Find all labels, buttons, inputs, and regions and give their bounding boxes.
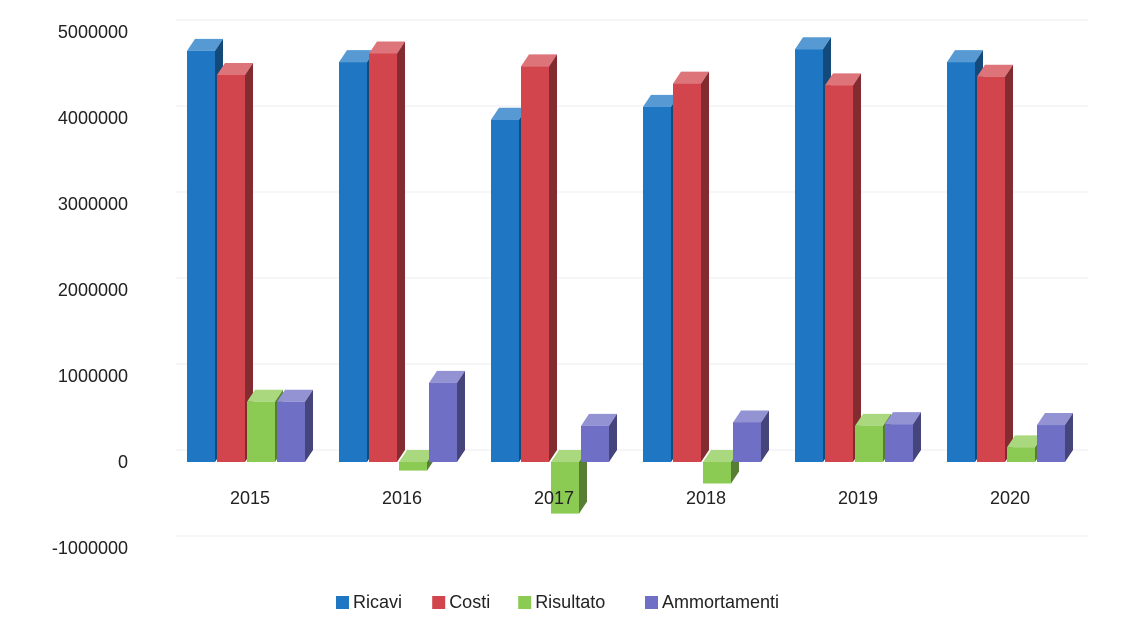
bar-costi-2019 bbox=[825, 73, 861, 462]
bar-costi-2020 bbox=[977, 64, 1013, 462]
x-tick-label: 2015 bbox=[230, 488, 270, 508]
y-tick-label: 5000000 bbox=[58, 22, 128, 42]
bar-costi-2016 bbox=[369, 41, 405, 462]
x-tick-label: 2018 bbox=[686, 488, 726, 508]
bar-ammortamenti-2017 bbox=[581, 413, 617, 462]
bar-ammortamenti-2019 bbox=[885, 412, 921, 462]
legend: Ricavi Costi Risultato Ammortamenti bbox=[336, 592, 779, 612]
gridlines bbox=[176, 19, 1088, 537]
legend-label: Costi bbox=[449, 592, 490, 612]
y-tick-label: 1000000 bbox=[58, 366, 128, 386]
x-axis-tick-labels: 2015 2016 2017 2018 2019 2020 bbox=[230, 488, 1030, 508]
bar-costi-2018 bbox=[673, 71, 709, 462]
legend-label: Ricavi bbox=[353, 592, 402, 612]
x-tick-label: 2020 bbox=[990, 488, 1030, 508]
bar-risultato-2018 bbox=[703, 450, 739, 484]
y-tick-label: 2000000 bbox=[58, 280, 128, 300]
x-tick-label: 2016 bbox=[382, 488, 422, 508]
legend-swatch bbox=[432, 596, 446, 609]
y-tick-label: 4000000 bbox=[58, 108, 128, 128]
legend-swatch bbox=[645, 596, 658, 609]
bar-costi-2015 bbox=[217, 63, 253, 462]
bars bbox=[187, 37, 1073, 514]
legend-label: Ammortamenti bbox=[662, 592, 779, 612]
y-tick-label: 0 bbox=[118, 452, 128, 472]
bar-ammortamenti-2020 bbox=[1037, 413, 1073, 462]
legend-item-costi: Costi bbox=[432, 592, 490, 612]
y-tick-label: -1000000 bbox=[52, 538, 128, 558]
x-tick-label: 2017 bbox=[534, 488, 574, 508]
legend-item-ammortamenti: Ammortamenti bbox=[645, 592, 779, 612]
bar-ammortamenti-2016 bbox=[429, 370, 465, 462]
x-tick-label: 2019 bbox=[838, 488, 878, 508]
y-tick-label: 3000000 bbox=[58, 194, 128, 214]
bar-ammortamenti-2015 bbox=[277, 389, 313, 462]
legend-swatch bbox=[336, 596, 349, 609]
y-axis-tick-labels: 5000000 4000000 3000000 2000000 1000000 0 -100… bbox=[52, 22, 128, 558]
legend-label: Risultato bbox=[535, 592, 605, 612]
legend-swatch bbox=[518, 596, 532, 609]
bar-ammortamenti-2018 bbox=[733, 410, 769, 462]
legend-item-ricavi: Ricavi bbox=[336, 592, 402, 612]
legend-item-risultato: Risultato bbox=[518, 592, 605, 612]
bar-costi-2017 bbox=[521, 54, 557, 463]
bar-risultato-2017 bbox=[551, 450, 587, 514]
